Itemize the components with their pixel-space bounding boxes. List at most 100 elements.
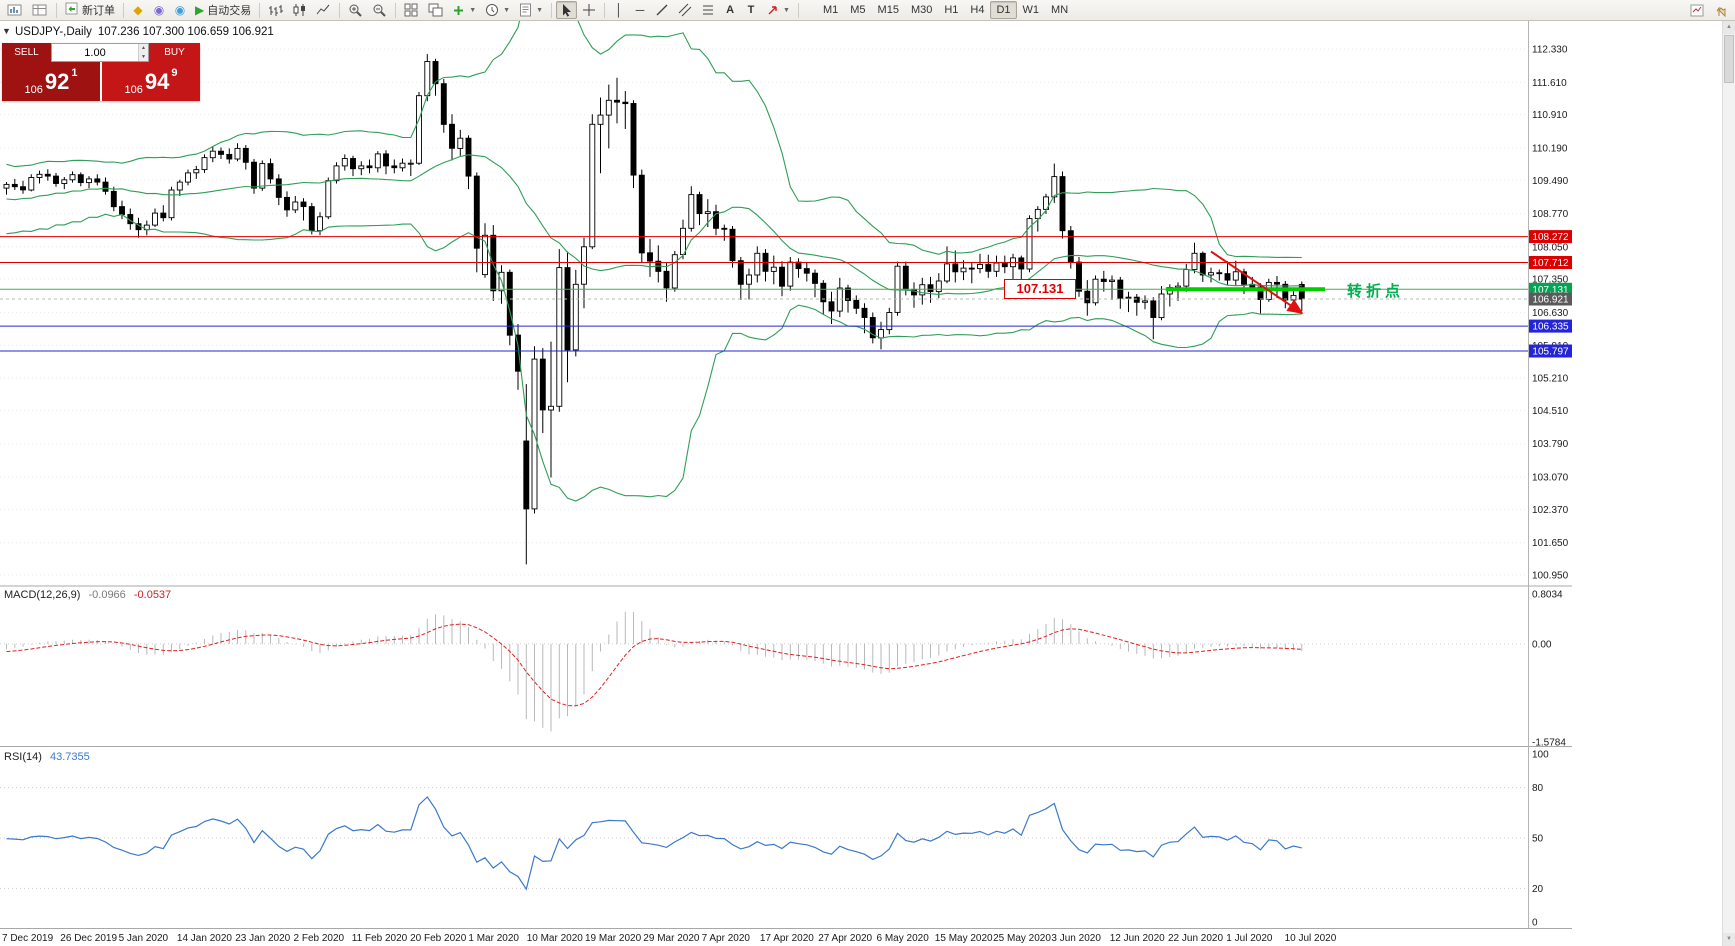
svg-text:10 Mar 2020: 10 Mar 2020	[527, 933, 584, 944]
scrollbar-thumb[interactable]	[1724, 35, 1734, 83]
timeframe-toolbar: M1 M5 M15 M30 H1 H4 D1 W1 MN	[817, 1, 1074, 19]
chart-profiles-icon[interactable]	[28, 1, 52, 19]
chevron-down-icon: ▼	[503, 6, 511, 14]
cursor-tool-icon[interactable]	[556, 1, 578, 19]
bollinger-bands	[6, 21, 1302, 502]
text-label-tool-icon[interactable]: T	[747, 4, 755, 16]
crosshair-tool-icon[interactable]	[578, 1, 600, 19]
timeframe-m30-button[interactable]: M30	[910, 4, 933, 16]
toolbar-separator	[395, 2, 397, 18]
chevron-down-icon: ▼	[783, 6, 790, 14]
buy-price-main: 94	[144, 68, 170, 94]
svg-text:109.490: 109.490	[1532, 176, 1569, 187]
new-chart-icon[interactable]	[3, 1, 27, 19]
timeframe-m1-button[interactable]: M1	[822, 4, 839, 16]
templates-button[interactable]: ▼	[515, 1, 547, 19]
candlestick-chart-type-icon[interactable]	[288, 1, 311, 19]
arrows-tool-button[interactable]: ▼	[762, 1, 794, 19]
rsi-name: RSI(14)	[4, 751, 42, 763]
svg-text:100: 100	[1532, 750, 1549, 761]
timeframe-m15-button[interactable]: M15	[877, 4, 899, 16]
bar-chart-type-icon[interactable]	[264, 1, 287, 19]
svg-text:15 May 2020: 15 May 2020	[935, 933, 993, 944]
timeframe-h1-button[interactable]: H1	[944, 4, 959, 16]
zoom-in-icon[interactable]	[344, 1, 367, 19]
svg-text:2 Feb 2020: 2 Feb 2020	[294, 933, 345, 944]
macd-main-value: -0.0966	[88, 589, 126, 601]
panel-separators[interactable]	[0, 21, 1572, 929]
timeframe-d1-button[interactable]: D1	[990, 1, 1017, 19]
market-icon[interactable]: ◉	[153, 3, 165, 17]
svg-text:103.070: 103.070	[1532, 473, 1569, 484]
lot-increase-button[interactable]: ▲	[139, 44, 148, 53]
auto-trading-play-icon: ▶	[195, 3, 205, 17]
svg-text:104.510: 104.510	[1532, 406, 1569, 417]
buy-button[interactable]: 106 94 9	[102, 62, 200, 101]
cascade-windows-icon[interactable]	[424, 1, 447, 19]
toolbar-separator	[259, 2, 261, 18]
macd-name: MACD(12,26,9)	[4, 589, 81, 601]
turning-point-annotation[interactable]: 转折点	[1347, 283, 1405, 300]
svg-text:25 May 2020: 25 May 2020	[993, 933, 1051, 944]
svg-text:112.330: 112.330	[1532, 45, 1568, 56]
popup-prices-icon[interactable]	[1686, 1, 1709, 19]
sell-button[interactable]: 106 92 1	[2, 62, 100, 101]
candles-layer[interactable]	[3, 54, 1305, 565]
svg-text:106.921: 106.921	[1532, 295, 1569, 306]
auto-trading-button[interactable]: ▶ 自动交易	[191, 1, 255, 19]
svg-text:50: 50	[1532, 834, 1544, 845]
lot-decrease-button[interactable]: ▼	[139, 52, 148, 61]
vertical-line-tool-icon[interactable]: │	[615, 3, 623, 17]
rsi-value: 43.7355	[49, 751, 90, 763]
svg-text:26 Dec 2019: 26 Dec 2019	[60, 933, 117, 944]
scrollbar-down-icon[interactable]: ▼	[1723, 933, 1735, 946]
line-chart-type-icon[interactable]	[312, 1, 335, 19]
metaeditor-icon[interactable]: ◆	[133, 3, 143, 17]
text-tool-icon[interactable]: A	[726, 4, 735, 16]
price-axis: 112.330 111.610 110.910 110.190 109.490 108.7…	[1532, 45, 1569, 582]
timeframe-w1-button[interactable]: W1	[1022, 4, 1040, 16]
chart-ohlc-values: 107.236 107.300 106.659 106.921	[97, 26, 274, 38]
price-level-annotation[interactable]: 107.131	[1004, 279, 1076, 299]
drawing-objects[interactable]	[1165, 250, 1325, 315]
trendline-tool-icon[interactable]	[651, 1, 673, 19]
timeframe-m5-button[interactable]: M5	[850, 4, 866, 16]
one-click-trading-panel: SELL ▲ ▼ BUY 106 92 1 106 94 9	[2, 43, 200, 101]
date-axis: 7 Dec 2019 26 Dec 2019 5 Jan 2020 14 Jan 20…	[2, 933, 1337, 944]
rsi-label: RSI(14) 43.7355	[4, 751, 90, 763]
community-icon[interactable]: ◉	[174, 3, 186, 17]
sell-price-sup: 1	[71, 67, 78, 79]
vertical-scrollbar[interactable]: ▲ ▼	[1722, 21, 1735, 946]
macd-indicator: 0.8034 0.00 -1.5784	[0, 590, 1566, 749]
channel-tool-icon[interactable]	[674, 1, 696, 19]
svg-text:20 Feb 2020: 20 Feb 2020	[410, 933, 467, 944]
svg-text:0.8034: 0.8034	[1532, 590, 1563, 601]
timeframe-mn-button[interactable]: MN	[1051, 4, 1069, 16]
horizontal-line-tool-icon[interactable]: ─	[635, 3, 645, 17]
toolbar-separator	[56, 2, 57, 18]
toolbar-separator	[551, 2, 553, 18]
tile-windows-icon[interactable]	[400, 1, 423, 19]
hand-cursor-icon[interactable]	[1710, 1, 1732, 19]
scrollbar-up-icon[interactable]: ▲	[1723, 21, 1735, 34]
new-order-icon	[65, 2, 79, 18]
new-order-button[interactable]: 新订单	[61, 1, 119, 19]
horizontal-level-lines[interactable]	[0, 236, 1528, 352]
svg-text:1 Mar 2020: 1 Mar 2020	[468, 933, 519, 944]
lot-spinner: ▲ ▼	[138, 44, 148, 61]
svg-text:7 Dec 2019: 7 Dec 2019	[2, 933, 54, 944]
periods-button[interactable]: ▼	[481, 1, 514, 19]
svg-text:110.190: 110.190	[1532, 143, 1568, 154]
indicators-button[interactable]: ▼	[448, 1, 480, 19]
grid-layer	[0, 48, 1528, 576]
timeframe-h4-button[interactable]: H4	[970, 4, 985, 16]
zoom-out-icon[interactable]	[368, 1, 391, 19]
svg-text:17 Apr 2020: 17 Apr 2020	[760, 933, 814, 944]
svg-text:-1.5784: -1.5784	[1532, 738, 1566, 749]
svg-text:5 Jan 2020: 5 Jan 2020	[119, 933, 169, 944]
lot-size-input[interactable]	[52, 44, 139, 61]
svg-text:27 Apr 2020: 27 Apr 2020	[818, 933, 872, 944]
fibonacci-tool-icon[interactable]	[697, 1, 719, 19]
one-click-panel-toggle[interactable]: ▼	[2, 26, 11, 36]
